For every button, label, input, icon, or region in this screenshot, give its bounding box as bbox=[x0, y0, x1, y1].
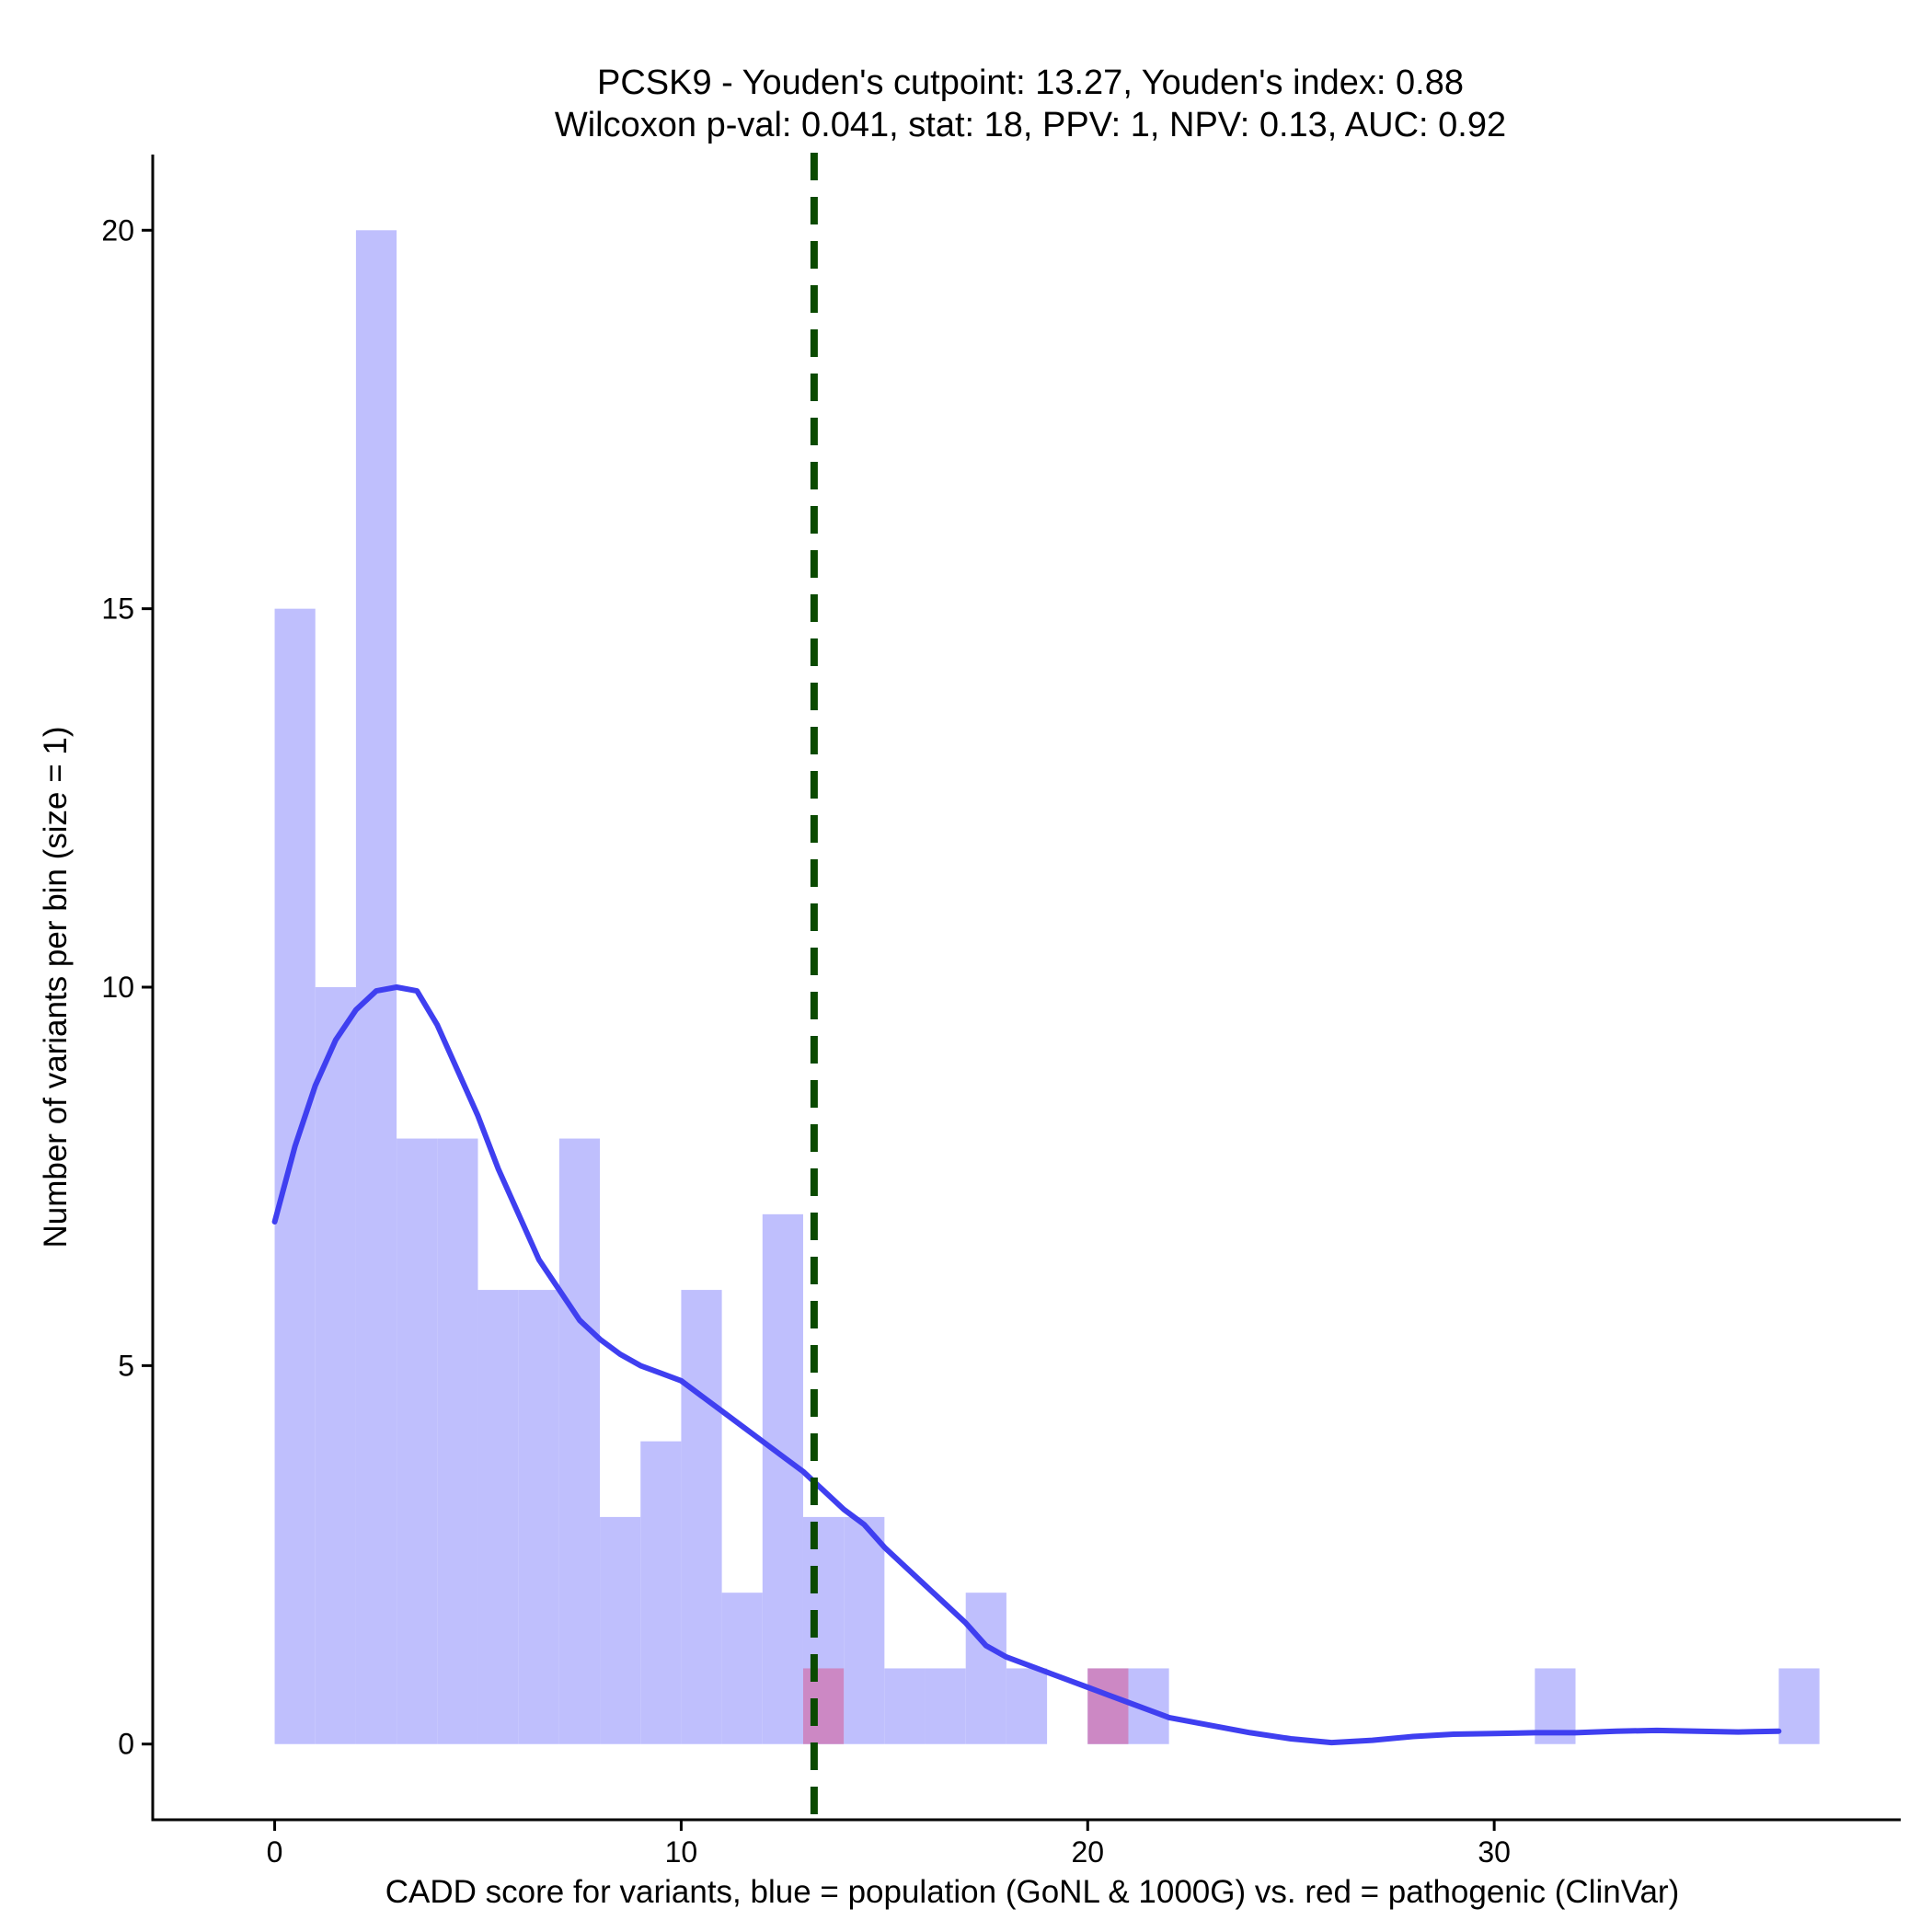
population-bar-6 bbox=[518, 1290, 559, 1744]
population-bar-15 bbox=[884, 1668, 926, 1744]
population-bar-3 bbox=[397, 1138, 438, 1744]
population-bar-7 bbox=[558, 1138, 601, 1744]
y-tick-label-10: 10 bbox=[101, 971, 134, 1004]
population-bar-10 bbox=[681, 1290, 722, 1744]
population-bar-12 bbox=[762, 1213, 803, 1744]
y-axis-ticks: 0 5 10 15 20 bbox=[101, 213, 153, 1761]
population-bar-16 bbox=[925, 1668, 966, 1744]
population-bar-1 bbox=[315, 987, 356, 1744]
population-bar-9 bbox=[640, 1441, 682, 1744]
density-curve bbox=[271, 984, 1782, 1746]
pathogenic-bars bbox=[802, 1668, 1129, 1744]
chart-title-line-1: PCSK9 - Youden's cutpoint: 13.27, Youden… bbox=[597, 63, 1464, 102]
x-tick-label-20: 20 bbox=[1071, 1835, 1104, 1869]
population-bar-18 bbox=[1006, 1668, 1048, 1744]
y-tick-label-20: 20 bbox=[101, 213, 134, 247]
x-tick-label-0: 0 bbox=[267, 1835, 283, 1869]
chart-title-line-2: Wilcoxon p-val: 0.041, stat: 18, PPV: 1,… bbox=[555, 106, 1506, 144]
population-bars bbox=[274, 230, 1820, 1744]
x-tick-label-30: 30 bbox=[1478, 1835, 1511, 1869]
y-axis-label: Number of variants per bin (size = 1) bbox=[38, 726, 74, 1248]
x-axis-label: CADD score for variants, blue = populati… bbox=[385, 1874, 1680, 1910]
population-bar-22 bbox=[1778, 1668, 1820, 1744]
y-tick-label-15: 15 bbox=[101, 592, 134, 626]
x-tick-label-10: 10 bbox=[665, 1835, 698, 1869]
population-bar-4 bbox=[437, 1138, 478, 1744]
population-bar-11 bbox=[721, 1593, 763, 1744]
population-bar-17 bbox=[965, 1593, 1006, 1744]
x-axis-ticks: 0 10 20 30 bbox=[267, 1820, 1511, 1869]
y-tick-label-0: 0 bbox=[118, 1728, 134, 1761]
pathogenic-bar-0 bbox=[802, 1668, 845, 1744]
population-bar-14 bbox=[844, 1516, 885, 1744]
population-bar-5 bbox=[477, 1290, 519, 1744]
y-tick-label-5: 5 bbox=[118, 1349, 134, 1382]
population-bar-8 bbox=[600, 1516, 641, 1744]
pathogenic-bar-1 bbox=[1087, 1668, 1129, 1744]
population-bar-0 bbox=[274, 608, 316, 1744]
